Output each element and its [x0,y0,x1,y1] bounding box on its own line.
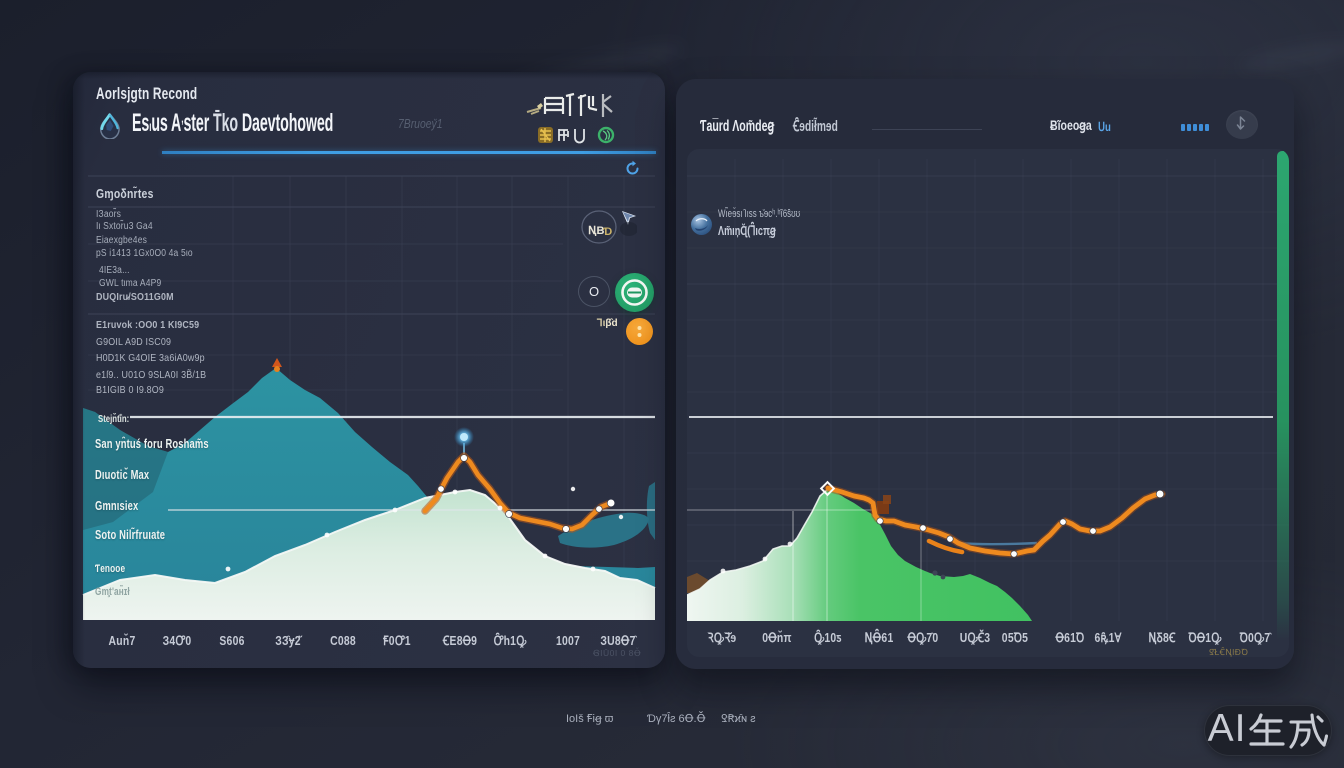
svg-text:Ɗ: Ɗ [603,226,612,238]
svg-text:ꞐB: ꞐB [588,225,604,237]
